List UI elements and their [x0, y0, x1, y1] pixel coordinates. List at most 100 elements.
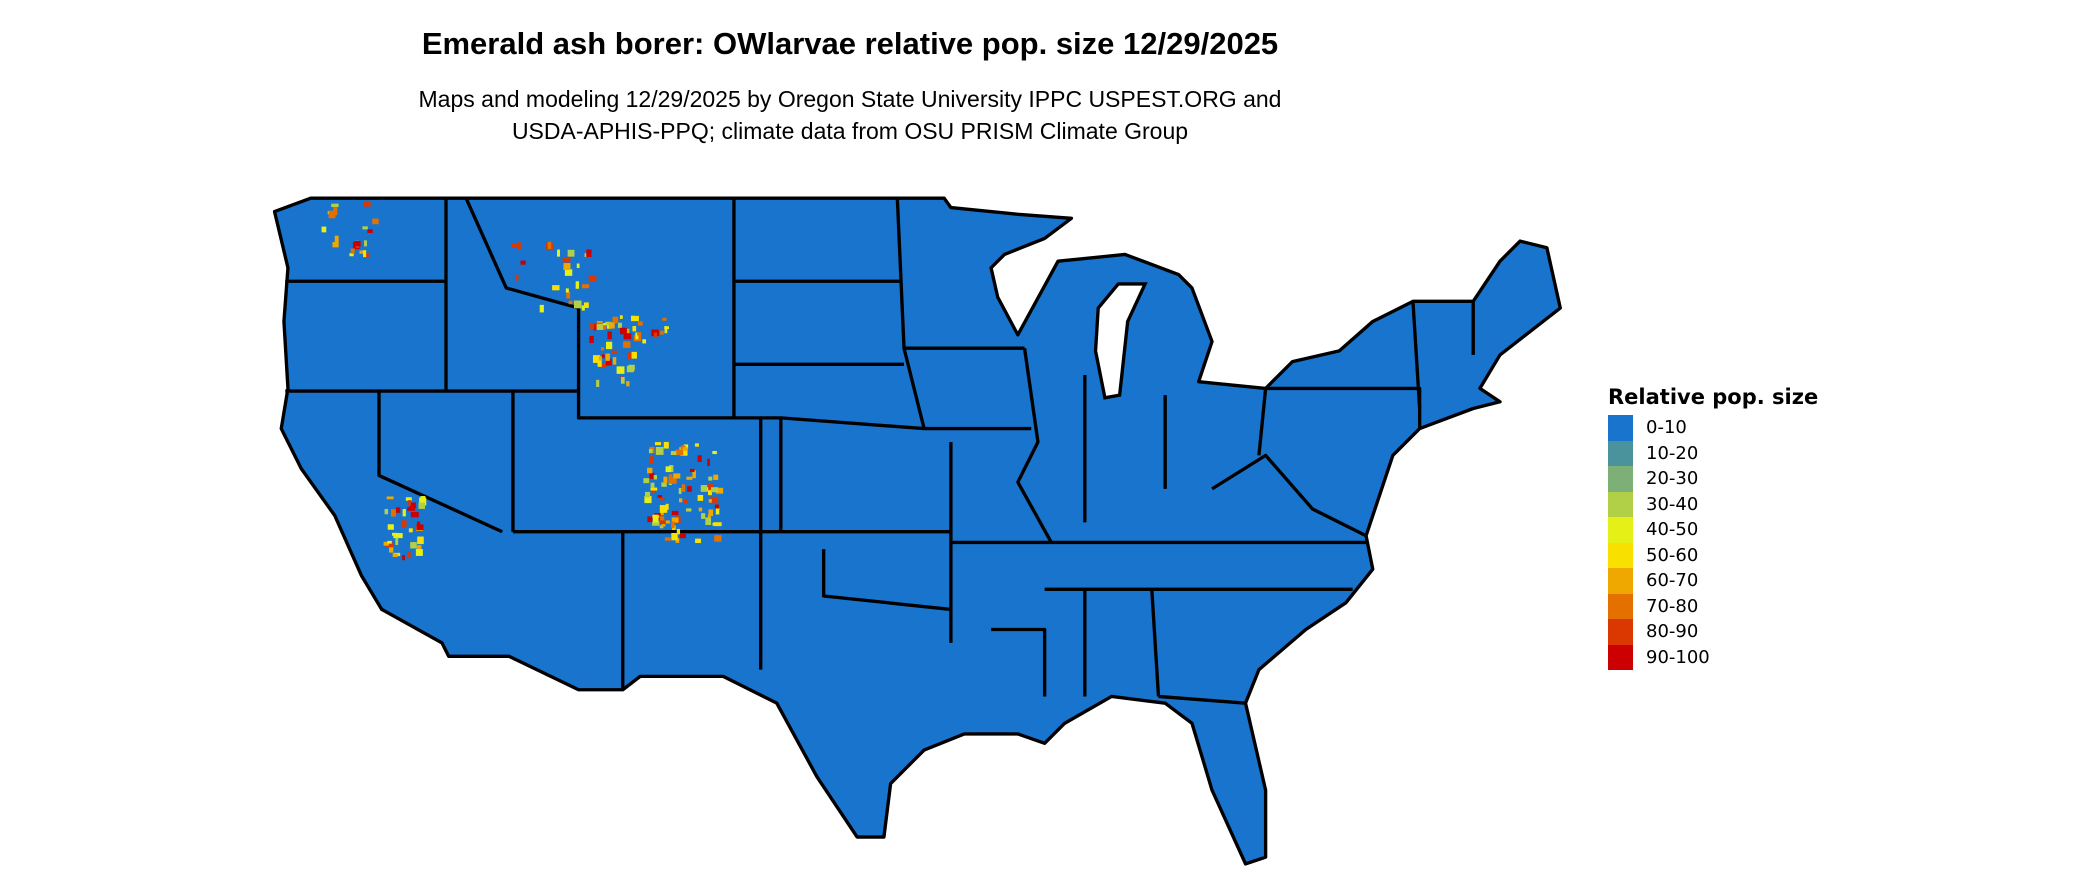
hotspot — [389, 546, 394, 553]
legend-swatch — [1608, 415, 1633, 441]
hotspot — [547, 241, 552, 249]
hotspot — [416, 524, 424, 531]
hotspot — [697, 455, 702, 463]
hotspot — [410, 512, 419, 518]
legend-label: 20-30 — [1646, 468, 1699, 490]
high-population-areas — [321, 201, 724, 561]
hotspot — [386, 496, 394, 500]
hotspot — [659, 525, 664, 529]
legend-item: 70-80 — [1608, 593, 1818, 619]
hotspot — [664, 537, 671, 541]
hotspot — [402, 555, 405, 561]
hotspot — [603, 323, 607, 327]
legend-item: 60-70 — [1608, 568, 1818, 594]
hotspot — [653, 475, 657, 480]
legend-item: 80-90 — [1608, 619, 1818, 645]
hotspot — [573, 300, 582, 309]
legend-label: 90-100 — [1646, 646, 1710, 668]
hotspot — [660, 330, 664, 335]
hotspot — [575, 281, 580, 289]
hotspot — [611, 350, 618, 354]
state-border — [1257, 388, 1268, 456]
state-borders — [285, 197, 1475, 705]
hotspot — [328, 210, 336, 219]
hotspot — [619, 327, 627, 335]
hotspot — [700, 485, 708, 492]
hotspot — [608, 322, 615, 329]
hotspot — [364, 240, 367, 247]
legend-label: 30-40 — [1646, 493, 1699, 515]
hotspot — [407, 552, 411, 559]
hotspot — [626, 365, 634, 373]
hotspot — [654, 442, 662, 446]
hotspot — [602, 325, 607, 330]
hotspot — [410, 542, 417, 549]
hotspot — [384, 508, 389, 515]
hotspot — [683, 444, 689, 449]
hotspot — [710, 496, 719, 503]
legend-swatch — [1608, 491, 1633, 517]
hotspot — [581, 305, 585, 311]
hotspot — [671, 517, 679, 523]
hotspot — [644, 495, 652, 504]
hotspot — [566, 291, 571, 299]
hotspot — [511, 243, 520, 248]
state-border — [1411, 301, 1422, 409]
legend-swatch — [1608, 517, 1633, 543]
hotspot — [714, 535, 722, 542]
hotspot — [515, 274, 519, 281]
legend-item: 0-10 — [1608, 415, 1818, 441]
legend-item: 40-50 — [1608, 517, 1818, 543]
hotspot — [689, 468, 695, 472]
hotspot — [624, 328, 630, 336]
hotspot — [417, 536, 424, 545]
legend-item: 30-40 — [1608, 491, 1818, 517]
hotspot — [660, 516, 665, 524]
state-border — [1158, 694, 1246, 705]
hotspot — [619, 315, 623, 319]
legend-item: 50-60 — [1608, 542, 1818, 568]
hotspot — [671, 532, 678, 541]
legend-item: 10-20 — [1608, 440, 1818, 466]
legend-swatch — [1608, 440, 1633, 466]
map-subtitle-line2: USDA-APHIS-PPQ; climate data from OSU PR… — [511, 118, 1189, 144]
hotspot — [627, 352, 632, 360]
hotspot — [367, 229, 373, 233]
legend-title: Relative pop. size — [1608, 385, 1819, 409]
legend-label: 70-80 — [1646, 595, 1699, 617]
legend-swatch — [1608, 619, 1633, 645]
hotspot — [362, 226, 368, 230]
hotspot — [562, 257, 571, 263]
hotspot — [392, 532, 396, 536]
hotspot — [663, 520, 671, 524]
hotspot — [659, 505, 668, 513]
hotspot — [671, 521, 675, 529]
hotspot — [650, 487, 658, 491]
hotspot — [552, 285, 560, 291]
hotspot — [678, 488, 682, 495]
hotspot — [402, 509, 406, 517]
hotspot — [668, 476, 677, 484]
hotspot — [708, 499, 712, 503]
hotspot — [663, 441, 669, 449]
hotspot — [418, 502, 425, 509]
hotspot — [675, 537, 680, 543]
hotspot — [676, 528, 681, 535]
hotspot — [598, 356, 603, 361]
hotspot — [383, 541, 389, 546]
hotspot — [387, 524, 394, 530]
hotspot — [331, 203, 339, 208]
hotspot — [659, 496, 665, 501]
hotspot — [710, 487, 719, 493]
hotspot — [653, 332, 658, 337]
hotspot — [664, 326, 669, 330]
hotspot — [517, 242, 521, 250]
hotspot — [649, 472, 655, 479]
hotspot — [707, 514, 711, 520]
state-border — [991, 627, 1047, 697]
hotspot — [695, 538, 702, 544]
hotspot — [350, 248, 355, 254]
hotspot — [393, 532, 399, 539]
legend-swatch — [1608, 466, 1633, 492]
hotspot — [687, 486, 692, 492]
